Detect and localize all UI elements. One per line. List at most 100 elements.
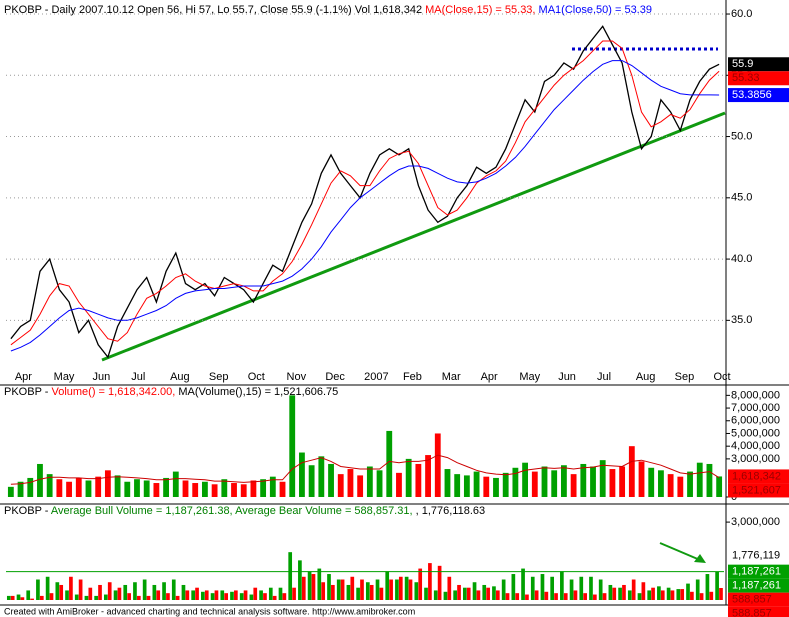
title-part: Volume() = 1,618,342.00, xyxy=(51,386,175,398)
bear-bar xyxy=(583,593,587,600)
title-part: MA(Volume(),15) = 1,521,606.75 xyxy=(175,386,338,398)
volume-bar xyxy=(386,430,393,497)
bull-bar xyxy=(404,576,409,600)
volume-bar xyxy=(231,483,237,497)
volume-bar xyxy=(37,463,43,497)
volume-bar xyxy=(240,484,247,497)
bear-bar xyxy=(117,587,122,600)
bear-bar xyxy=(612,587,617,600)
x-tick-label: Sep xyxy=(209,371,229,383)
bull-bar xyxy=(579,576,584,600)
y-tick-label: 60.0 xyxy=(731,8,752,20)
y-tick-label: 40.0 xyxy=(731,253,752,265)
bull-bar xyxy=(230,591,234,600)
volume-bar xyxy=(124,481,131,497)
bear-bar xyxy=(398,576,403,600)
volume-bar xyxy=(551,470,558,497)
x-tick-label: 2007 xyxy=(364,371,388,383)
bear-bar xyxy=(282,593,287,600)
bear-bar xyxy=(525,594,529,600)
bear-bar xyxy=(495,590,500,600)
bull-bar xyxy=(55,582,60,600)
bull-bar xyxy=(647,590,652,600)
value-marker xyxy=(728,469,789,484)
bull-bar xyxy=(492,586,496,600)
bear-bar xyxy=(146,595,151,600)
value-marker-label: 1,187,261 xyxy=(732,580,781,592)
value-marker xyxy=(728,71,789,86)
bull-bar xyxy=(45,576,50,600)
volume-bar xyxy=(337,474,344,497)
bear-bar xyxy=(340,579,345,600)
bear-bar xyxy=(379,587,384,600)
bear-bar xyxy=(631,579,636,600)
bull-bar xyxy=(686,583,690,600)
volume-bar xyxy=(163,477,170,497)
volume-bar xyxy=(308,465,315,497)
bear-bar xyxy=(534,590,539,600)
x-tick-label: Jun xyxy=(92,371,110,383)
volume-bar xyxy=(502,472,509,497)
x-tick-label: Oct xyxy=(713,371,730,383)
volume-bar xyxy=(299,452,305,497)
bull-bar xyxy=(133,582,137,600)
x-tick-label: Oct xyxy=(248,371,265,383)
bull-bar xyxy=(356,587,360,600)
volume-bar xyxy=(638,461,645,497)
bull-bar xyxy=(589,576,593,600)
y-tick-label: 3,000,000 xyxy=(731,516,780,528)
y-tick-label: 7,000,000 xyxy=(731,402,780,414)
volume-bar xyxy=(104,470,111,497)
bear-bar xyxy=(360,579,364,600)
volume-bar xyxy=(473,471,480,497)
bull-bar xyxy=(560,571,564,600)
bear-bar xyxy=(20,597,25,600)
volume-bar xyxy=(444,469,451,497)
bull-bar xyxy=(530,576,535,600)
volume-bar xyxy=(716,476,723,497)
bear-bar xyxy=(350,576,355,600)
volume-bar xyxy=(357,475,364,497)
bull-bar xyxy=(657,586,661,600)
value-marker-label: 588,857 xyxy=(732,608,772,617)
bull-bar xyxy=(433,590,438,600)
volume-ma-line xyxy=(10,454,720,485)
bear-bar xyxy=(660,590,665,600)
volume-bar xyxy=(46,474,53,497)
volume-bar xyxy=(95,476,102,497)
volume-bar xyxy=(570,474,577,497)
volume-bar xyxy=(434,433,441,497)
volume-bar xyxy=(318,456,325,497)
bull-bar xyxy=(715,571,719,600)
bull-bar xyxy=(123,584,128,600)
bull-bar xyxy=(142,579,147,600)
x-tick-label: May xyxy=(54,371,75,383)
x-tick-label: Aug xyxy=(170,371,190,383)
bull-bar xyxy=(220,590,225,600)
value-marker-label: 1,618,342 xyxy=(732,470,781,482)
title-part: MA(Close,15) = 55.33, xyxy=(425,4,535,16)
value-marker xyxy=(728,483,789,498)
bull-bar xyxy=(16,594,21,600)
bear-bar xyxy=(408,579,413,600)
bull-bar xyxy=(501,579,506,600)
x-tick-label: Dec xyxy=(325,371,345,383)
volume-bar xyxy=(56,479,63,497)
volume-bar xyxy=(560,465,567,497)
volume-bar xyxy=(405,458,412,497)
bear-bar xyxy=(573,590,578,600)
bear-bar xyxy=(204,590,209,600)
x-tick-label: May xyxy=(519,371,540,383)
bull-bar xyxy=(327,574,331,600)
volume-bar xyxy=(609,469,616,497)
volume-bar xyxy=(396,472,402,497)
volume-bar xyxy=(677,476,684,497)
volume-bar xyxy=(279,481,286,497)
bull-bar xyxy=(26,590,31,600)
volume-bar xyxy=(483,476,490,497)
bear-bar xyxy=(166,593,170,600)
bear-bar xyxy=(486,587,490,600)
bear-bar xyxy=(195,587,199,600)
bull-bar xyxy=(627,590,632,600)
bull-bar xyxy=(84,595,89,600)
